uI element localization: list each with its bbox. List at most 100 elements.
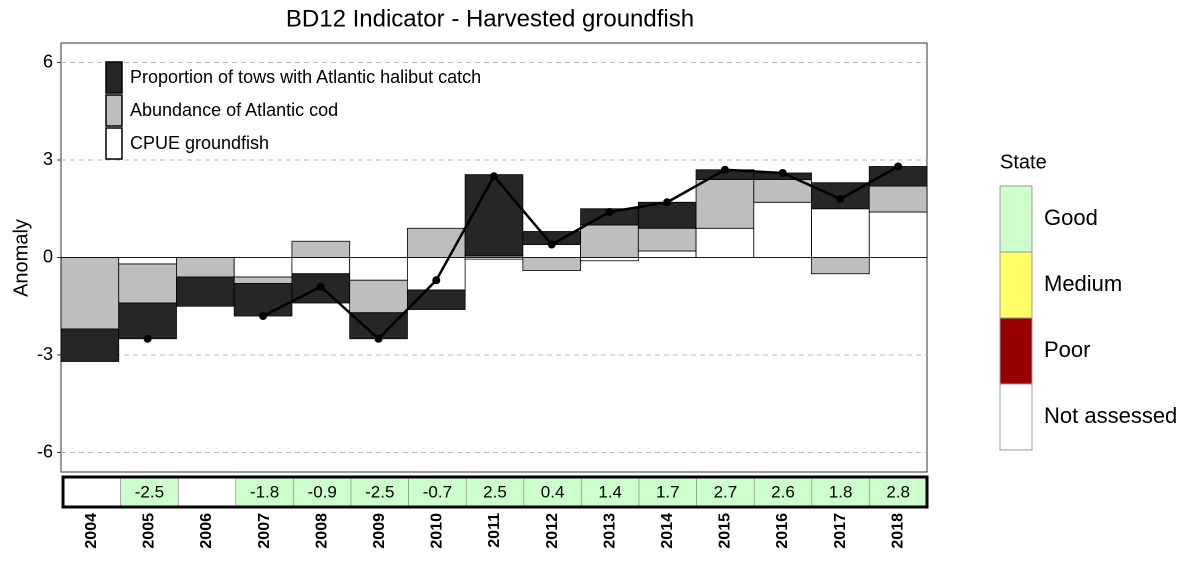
bar (291, 273, 351, 304)
line-point (259, 312, 268, 320)
x-tick-label: 2014 (659, 513, 676, 549)
state-value: -2.5 (365, 482, 394, 501)
bar (753, 201, 812, 258)
state-legend-swatch (999, 251, 1033, 319)
state-value: 1.7 (656, 482, 680, 501)
bar (233, 257, 293, 278)
state-value: 1.8 (829, 482, 853, 501)
line-point (663, 198, 672, 207)
state-cell (869, 476, 928, 508)
state-legend-label: Not assessed (1044, 403, 1177, 428)
bar (695, 179, 755, 229)
bar (637, 250, 697, 258)
line-point (605, 208, 614, 216)
x-tick-label: 2011 (486, 513, 503, 548)
state-value: 0.4 (541, 482, 565, 501)
bar (811, 208, 870, 258)
state-value: 2.7 (714, 482, 738, 501)
line-point (432, 276, 441, 285)
legend-swatch (105, 94, 123, 127)
legend-label: Abundance of Atlantic cod (130, 100, 338, 120)
state-value: -2.5 (135, 482, 164, 501)
state-legend-swatch (999, 185, 1033, 253)
bar (176, 276, 235, 307)
y-tick-label: 3 (43, 149, 53, 169)
state-value: 1.4 (598, 482, 622, 501)
line-point (316, 282, 325, 291)
y-tick-label: -6 (37, 441, 53, 461)
line (262, 165, 899, 341)
state-cell (62, 476, 121, 508)
x-tick-label: 2017 (832, 513, 849, 549)
y-tick-label: -3 (37, 344, 53, 364)
state-cell (753, 476, 813, 508)
x-tick-label: 2010 (429, 513, 446, 549)
bar (118, 257, 177, 265)
x-tick-label: 2012 (544, 513, 561, 549)
bar (406, 257, 466, 291)
x-tick-label: 2013 (601, 513, 618, 549)
line-point (720, 165, 729, 174)
state-value: 2.6 (771, 482, 795, 501)
bar (637, 227, 697, 252)
x-tick-label: 2005 (141, 513, 158, 549)
x-tick-label: 2004 (83, 513, 100, 549)
bar (176, 257, 235, 278)
state-value: -1.8 (250, 482, 279, 501)
bar (118, 263, 177, 304)
bar (60, 257, 120, 330)
state-cell (177, 476, 237, 508)
bar (349, 257, 408, 281)
bar (522, 257, 581, 271)
state-value: 2.5 (483, 482, 507, 501)
state-legend-swatch (999, 383, 1033, 451)
bar (233, 283, 293, 317)
state-legend-label: Poor (1044, 337, 1090, 362)
bar (580, 257, 639, 262)
state-cell (581, 476, 640, 508)
bar (464, 174, 524, 257)
state-legend-title: State (1000, 151, 1047, 173)
state-legend-swatch (999, 317, 1033, 385)
x-tick-label: 2018 (889, 513, 906, 549)
bar (811, 257, 870, 275)
state-value: -0.9 (308, 482, 337, 501)
bar (291, 240, 351, 258)
legend-swatch (105, 127, 123, 160)
y-tick-label: 6 (43, 51, 53, 71)
bar (291, 257, 351, 275)
bar (695, 227, 755, 258)
state-cell (465, 476, 525, 508)
line-point (143, 334, 152, 343)
legend-label: Proportion of tows with Atlantic halibut… (130, 67, 481, 87)
bar (868, 185, 928, 213)
bar (118, 302, 177, 340)
bar (580, 224, 639, 258)
state-table-frame (61, 475, 929, 509)
bar (349, 279, 408, 314)
legend-swatch (105, 61, 123, 94)
state-cell (408, 476, 467, 508)
x-tick-label: 2007 (256, 513, 273, 549)
bar (349, 312, 408, 340)
y-tick-label: 0 (43, 246, 53, 266)
x-tick-label: 2009 (371, 513, 388, 549)
x-tick-label: 2008 (313, 513, 330, 549)
state-legend-label: Medium (1044, 271, 1122, 296)
bar (233, 276, 293, 284)
line-point (547, 240, 556, 249)
line-point (374, 334, 383, 343)
bar (60, 328, 120, 362)
line-point (778, 169, 787, 177)
state-value: 2.8 (886, 482, 910, 501)
line-point (836, 195, 845, 203)
state-cell (523, 476, 582, 508)
chart-title: BD12 Indicator - Harvested groundfish (286, 5, 694, 32)
legend-label: CPUE groundfish (130, 133, 269, 153)
state-value: -0.7 (423, 482, 452, 501)
state-legend-label: Good (1044, 205, 1098, 230)
bar (868, 211, 928, 258)
y-axis-label: Anomaly (10, 219, 32, 297)
x-tick-label: 2006 (198, 513, 215, 549)
